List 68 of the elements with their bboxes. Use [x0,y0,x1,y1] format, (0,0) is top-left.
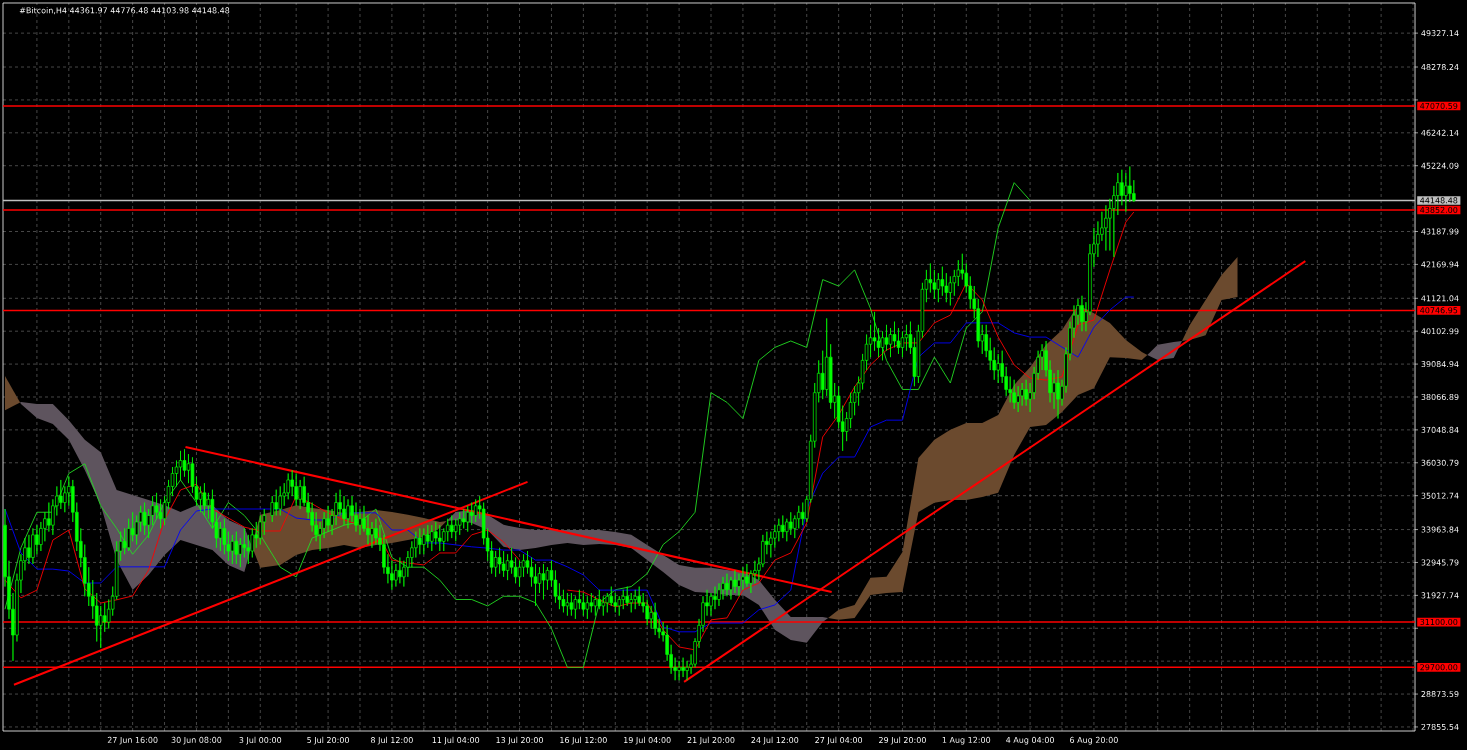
y-tick-label: 37048.84 [1421,426,1459,433]
y-tick-label: 36030.79 [1421,459,1459,466]
y-tick-label: 43187.99 [1421,228,1459,235]
candlestick [438,524,442,552]
x-tick-label: 6 Aug 20:00 [1070,736,1118,745]
x-tick-label: 1 Aug 12:00 [942,736,991,745]
candlestick [681,657,685,678]
y-tick-label: 39084.94 [1421,361,1459,368]
candlestick [346,498,350,529]
candlestick [473,498,478,523]
x-tick-label: 24 Jul 12:00 [751,736,799,745]
x-tick-label: 13 Jul 20:00 [496,736,543,745]
x-tick-label: 29 Jul 20:00 [879,736,926,745]
ref-line-label: 47070.59 [1420,102,1458,109]
y-tick-label: 46242.14 [1421,129,1459,136]
ref-line-label: 40746.95 [1420,307,1458,314]
candlestick [422,528,426,555]
candlestick [633,589,637,610]
x-tick-label: 4 Aug 04:00 [1006,736,1054,745]
x-tick-label: 16 Jul 12:00 [560,736,607,745]
candlestick [569,592,574,616]
y-tick-label: 42169.94 [1421,261,1459,268]
candlestick [430,524,434,552]
candlestick [398,557,402,584]
x-tick-label: 27 Jun 16:00 [107,736,158,745]
x-tick-label: 30 Jun 08:00 [171,736,222,745]
candlestick [725,573,729,597]
candlestick [1080,295,1084,332]
candlestick [565,592,570,616]
candlestick [1012,379,1016,410]
candlestick [418,528,422,555]
x-tick-label: 19 Jul 04:00 [624,736,671,745]
y-tick-label: 38066.89 [1421,393,1459,401]
y-tick-label: 28873.59 [1421,691,1459,698]
chart-title: #Bitcoin,H4 44361.97 44776.48 44103.98 44148.48 [19,7,230,15]
candlestick [501,550,506,578]
candlestick [278,486,282,516]
candlestick [781,515,785,539]
candlestick [497,547,502,574]
candlestick [1056,369,1060,419]
x-tick-label: 11 Jul 04:00 [432,736,480,745]
candlestick [653,602,657,636]
candlestick [677,660,681,681]
ref-line-label: 44148.48 [1420,197,1458,204]
x-tick-label: 3 Jul 00:00 [239,736,282,745]
ref-line-label: 31100.00 [1420,618,1458,626]
x-tick-label: 21 Jul 20:00 [687,736,735,745]
candlestick [541,563,546,600]
y-tick-label: 40102.99 [1421,328,1459,335]
x-tick-label: 8 Jul 12:00 [371,736,413,745]
ref-line-label: 43852.00 [1420,206,1458,213]
y-tick-label: 35012.74 [1421,492,1459,499]
candlestick [449,515,454,539]
x-tick-label: 27 Jul 04:00 [815,736,863,745]
y-tick-label: 32945.79 [1421,559,1459,566]
y-tick-label: 27855.54 [1421,723,1459,730]
x-tick-label: 5 Jul 20:00 [307,736,349,745]
candlestick [581,592,586,616]
y-tick-label: 41121.04 [1421,295,1459,302]
y-tick-label: 31927.74 [1421,592,1459,599]
candlestick [294,473,298,507]
candlestick [465,505,470,532]
candlestick [585,595,590,620]
y-tick-label: 49327.14 [1421,30,1459,37]
y-tick-label: 48278.24 [1421,64,1459,71]
ref-line-label: 29700.00 [1420,664,1458,671]
y-tick-label: 33963.84 [1421,526,1459,533]
y-tick-label: 45224.09 [1421,162,1459,169]
